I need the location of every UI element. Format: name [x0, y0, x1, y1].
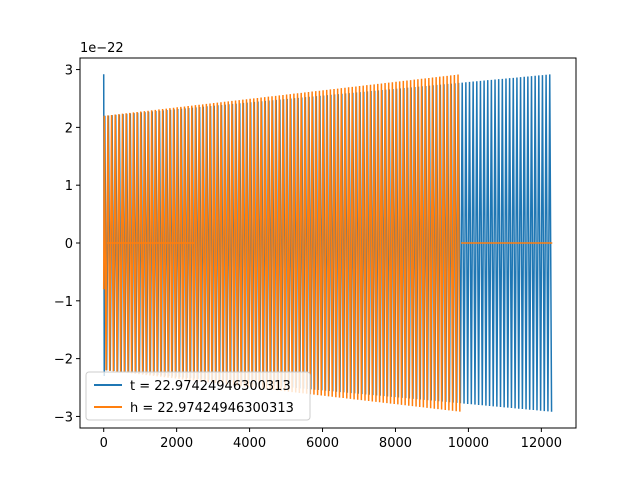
- legend-entry-h: h = 22.97424946300313: [130, 401, 294, 416]
- x-tick-label: 8000: [379, 436, 412, 451]
- y-tick-label: 1: [65, 179, 73, 194]
- x-tick-label: 10000: [448, 436, 489, 451]
- x-tick-label: 0: [100, 436, 108, 451]
- x-tick-label: 6000: [306, 436, 339, 451]
- y-tick-label: −2: [54, 353, 73, 368]
- y-tick-label: 2: [65, 121, 73, 136]
- y-tick-label: 3: [65, 64, 73, 79]
- y-tick-label: −3: [54, 410, 73, 425]
- y-tick-label: 0: [65, 237, 73, 252]
- legend: t = 22.97424946300313 h = 22.97424946300…: [85, 371, 311, 421]
- x-tick-label: 4000: [233, 436, 266, 451]
- x-tick-label: 2000: [160, 436, 193, 451]
- y-offset-label: 1e−22: [80, 41, 124, 56]
- y-tick-label: −1: [54, 295, 73, 310]
- legend-entry-t: t = 22.97424946300313: [130, 379, 291, 394]
- x-axis: 0 2000 4000 6000 8000 10000 12000: [100, 428, 562, 451]
- plot-area: [102, 74, 553, 412]
- x-tick-label: 12000: [521, 436, 562, 451]
- y-axis: 3 2 1 0 −1 −2 −3: [54, 64, 80, 425]
- legend-box: [85, 371, 311, 421]
